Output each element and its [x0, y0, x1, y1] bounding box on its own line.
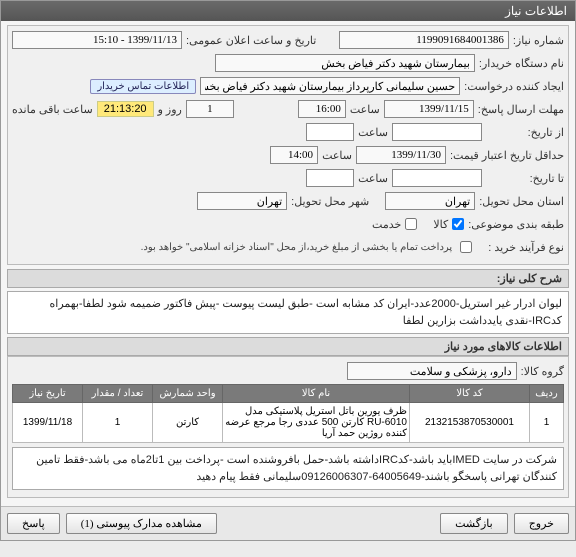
countdown-timer: 21:13:20	[97, 101, 154, 117]
remain-label: ساعت باقی مانده	[12, 103, 93, 116]
goods-table: ردیف کد کالا نام کالا واحد شمارش تعداد /…	[12, 384, 564, 443]
need-info-window: اطلاعات نیاز شماره نیاز: تاریخ و ساعت اع…	[0, 0, 576, 541]
col-code: کد کالا	[410, 385, 530, 403]
exit-button[interactable]: خروج	[514, 513, 569, 534]
desc2-text: شرکت در سایت IMEDباید باشد-کدIRCداشته با…	[12, 447, 564, 490]
desc1-text: لیوان ادرار غیر استریل-2000عدد-ایران کد …	[7, 291, 569, 334]
col-qty: تعداد / مقدار	[83, 385, 153, 403]
hour-label-4: ساعت	[358, 172, 388, 185]
attachments-button[interactable]: مشاهده مدارک پیوستی (1)	[66, 513, 217, 534]
col-unit: واحد شمارش	[153, 385, 223, 403]
day-label: روز و	[158, 103, 182, 116]
col-date: تاریخ نیاز	[13, 385, 83, 403]
from-date-field[interactable]	[392, 123, 482, 141]
deadline-date-field	[384, 100, 474, 118]
to-date-field[interactable]	[392, 169, 482, 187]
deadline-label: مهلت ارسال پاسخ:	[478, 103, 564, 116]
service-chk-label: خدمت	[372, 218, 401, 231]
creator-label: ایجاد کننده درخواست:	[464, 80, 564, 93]
cell-name: ظرف یورین باتل استریل پلاستیکی مدل RU-60…	[223, 403, 410, 443]
goods-section-title: اطلاعات کالاهای مورد نیاز	[7, 337, 569, 356]
days-left-field	[186, 100, 234, 118]
delivery-state-label: استان محل تحویل:	[479, 195, 564, 208]
cell-date: 1399/11/18	[13, 403, 83, 443]
hour-label-1: ساعت	[350, 103, 380, 116]
desc1-title: شرح کلی نیاز:	[7, 269, 569, 288]
goods-checkbox[interactable]	[452, 218, 464, 230]
creator-field	[200, 77, 460, 95]
buyer-field	[215, 54, 475, 72]
delivery-city-label: شهر محل تحویل:	[291, 195, 369, 208]
to-label: تا تاریخ:	[486, 172, 564, 185]
back-button[interactable]: بازگشت	[440, 513, 508, 534]
window-title: اطلاعات نیاز	[505, 4, 567, 18]
goods-fieldset: گروه کالا: ردیف کد کالا نام کالا واحد شم…	[7, 356, 569, 498]
partial-pay-checkbox[interactable]	[460, 241, 472, 253]
col-row: ردیف	[530, 385, 564, 403]
contact-badge[interactable]: اطلاعات تماس خریدار	[90, 79, 196, 94]
deadline-hour-field	[298, 100, 346, 118]
public-date-field	[12, 31, 182, 49]
validity-hour-field	[270, 146, 318, 164]
window-titlebar: اطلاعات نیاز	[1, 1, 575, 21]
hour-label-2: ساعت	[358, 126, 388, 139]
cell-code: 2132153870530001	[410, 403, 530, 443]
partial-pay-label: پرداخت تمام یا بخشی از مبلغ خرید،از محل …	[141, 242, 453, 253]
delivery-city-field	[197, 192, 287, 210]
cell-unit: کارتن	[153, 403, 223, 443]
header-fieldset: شماره نیاز: تاریخ و ساعت اعلان عمومی: نا…	[7, 25, 569, 265]
cell-qty: 1	[83, 403, 153, 443]
from-label: از تاریخ:	[486, 126, 564, 139]
table-row[interactable]: 1 2132153870530001 ظرف یورین باتل استریل…	[13, 403, 564, 443]
col-name: نام کالا	[223, 385, 410, 403]
budget-label: طبقه بندی موضوعی:	[468, 218, 564, 231]
group-field	[347, 362, 517, 380]
from-hour-field[interactable]	[306, 123, 354, 141]
table-header-row: ردیف کد کالا نام کالا واحد شمارش تعداد /…	[13, 385, 564, 403]
button-bar: خروج بازگشت مشاهده مدارک پیوستی (1) پاسخ	[1, 506, 575, 540]
group-label: گروه کالا:	[521, 365, 564, 378]
need-no-label: شماره نیاز:	[513, 34, 564, 47]
delivery-state-field	[385, 192, 475, 210]
cell-rownum: 1	[530, 403, 564, 443]
validity-label: حداقل تاریخ اعتبار قیمت:	[450, 149, 564, 162]
buyer-label: نام دستگاه خریدار:	[479, 57, 564, 70]
process-label: نوع فرآیند خرید :	[488, 241, 564, 254]
to-hour-field[interactable]	[306, 169, 354, 187]
reply-button[interactable]: پاسخ	[7, 513, 60, 534]
need-no-field	[339, 31, 509, 49]
goods-chk-label: کالا	[433, 218, 448, 231]
public-date-label: تاریخ و ساعت اعلان عمومی:	[186, 34, 316, 47]
validity-date-field	[356, 146, 446, 164]
service-checkbox[interactable]	[405, 218, 417, 230]
hour-label-3: ساعت	[322, 149, 352, 162]
